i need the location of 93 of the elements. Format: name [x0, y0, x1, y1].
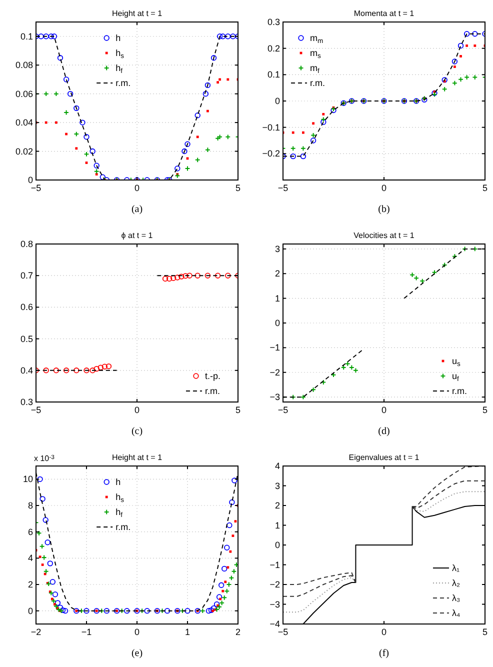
y-tick-label: 0 [274, 318, 280, 328]
x-tick-label: 2 [235, 627, 241, 637]
legend-label: m$_{m}$ [310, 33, 324, 46]
y-tick-label: 0.02 [15, 146, 33, 156]
y-tick-label: 0.1 [267, 70, 280, 80]
x-tick-label: 0 [134, 405, 140, 415]
legend-label: λ₃ [452, 593, 460, 603]
y-tick-label: 0.06 [15, 88, 33, 99]
y-tick-label: 3 [274, 480, 280, 491]
x-tick-label: 5 [482, 183, 488, 193]
y-tick-label: 0 [274, 540, 280, 550]
x-tick-label: 0 [134, 627, 140, 637]
y-tick-label: 2 [28, 580, 33, 590]
legend-label: r.m. [310, 78, 325, 88]
y-tick-label: 0.8 [20, 239, 33, 249]
y-tick-label: −2 [270, 367, 280, 378]
x-tick-label: −5 [278, 405, 288, 415]
y-tick-label: −0.2 [262, 148, 280, 159]
x-tick-label: −5 [30, 183, 42, 193]
legend-label: λ₂ [452, 578, 460, 588]
y-tick-label: 0 [274, 96, 280, 106]
y-tick-label: 0.1 [20, 31, 33, 42]
y-tick-label: 0.5 [20, 334, 33, 344]
y-tick-label: 0.2 [267, 43, 280, 54]
y-tick-label: 0 [28, 175, 33, 185]
y-tick-label: 0 [28, 606, 33, 616]
y-tick-label: 0.6 [20, 302, 33, 312]
x-tick-label: −1 [81, 627, 92, 637]
y-tick-label: −1 [270, 342, 280, 353]
y-tick-label: 4 [28, 553, 33, 564]
y-tick-label: −0.1 [262, 122, 280, 132]
legend-label: h$_{s}$ [116, 492, 125, 504]
chart-title: Momenta at t = 1 [354, 9, 415, 18]
y-tick-label: 4 [274, 461, 280, 471]
legend-label: h [116, 33, 121, 43]
legend-label: r.m. [116, 522, 131, 532]
legend-label: r.m. [116, 78, 131, 88]
y-tick-label: −3 [270, 599, 280, 610]
chart-title: Eigenvalues at t = 1 [348, 453, 420, 462]
chart-title: Height at t = 1 [112, 453, 163, 462]
y-tick-label: 2 [274, 268, 280, 279]
text: (c) [131, 426, 143, 437]
legend-label: λ₄ [452, 608, 460, 618]
y-tick-label: −3 [270, 392, 280, 402]
legend-label: h [116, 477, 121, 487]
legend-label: h$_{s}$ [116, 48, 125, 60]
legend-label: t.-p. [205, 371, 221, 381]
legend-label: h$_{f}$ [116, 63, 123, 76]
y-tick-label: 10 [22, 474, 33, 484]
y-tick-label: 3 [274, 244, 280, 254]
legend-label: h$_{f}$ [116, 507, 123, 520]
x-tick-label: 5 [235, 405, 241, 415]
legend-label: m$_{f}$ [310, 63, 320, 76]
y-tick-label: 0.08 [15, 60, 33, 70]
chart-title: ϕ at t = 1 [121, 231, 154, 240]
y-tick-label: −2 [270, 580, 280, 590]
x-tick-label: 5 [482, 405, 488, 415]
chart-title: Height at t = 1 [112, 9, 163, 18]
x-tick-label: −5 [278, 627, 288, 637]
y-tick-label: 6 [28, 526, 33, 537]
y-tick-label: 1 [274, 293, 280, 304]
x-tick-label: 0 [381, 627, 387, 637]
y-tick-label: 0.3 [20, 397, 33, 407]
x-tick-label: 5 [482, 627, 488, 637]
chart-title: Velocities at t = 1 [354, 231, 415, 240]
y-tick-label: 0.7 [20, 270, 33, 281]
text: (b) [378, 204, 390, 215]
y-tick-label: 2 [274, 500, 280, 510]
x-tick-label: 0 [134, 183, 140, 193]
x-tick-label: −5 [30, 405, 42, 415]
y-tick-label: −4 [270, 619, 280, 629]
x-tick-label: 5 [235, 183, 241, 193]
y-tick-label: 8 [28, 500, 33, 510]
legend-label: m$_{s}$ [310, 48, 322, 60]
legend-label: r.m. [205, 386, 220, 396]
y-tick-label: −1 [270, 560, 280, 570]
y-tick-label: 0.3 [267, 17, 280, 27]
text: x 10$^{-3}$ [34, 454, 56, 463]
text: (d) [378, 426, 390, 437]
x-tick-label: −5 [278, 183, 288, 193]
y-tick-label: 1 [274, 520, 280, 530]
x-tick-label: 1 [184, 627, 190, 637]
x-tick-label: 0 [381, 405, 387, 415]
x-tick-label: 0 [381, 183, 387, 193]
legend-label: u$_{f}$ [452, 371, 460, 384]
legend-label: u$_{s}$ [452, 356, 462, 368]
y-tick-label: 0.04 [15, 118, 33, 128]
text: (a) [131, 204, 143, 215]
legend-label: r.m. [452, 386, 467, 396]
text: (e) [131, 648, 143, 659]
text: (f) [379, 648, 389, 659]
y-tick-label: 0.4 [20, 365, 33, 376]
legend-label: λ₁ [452, 563, 460, 573]
